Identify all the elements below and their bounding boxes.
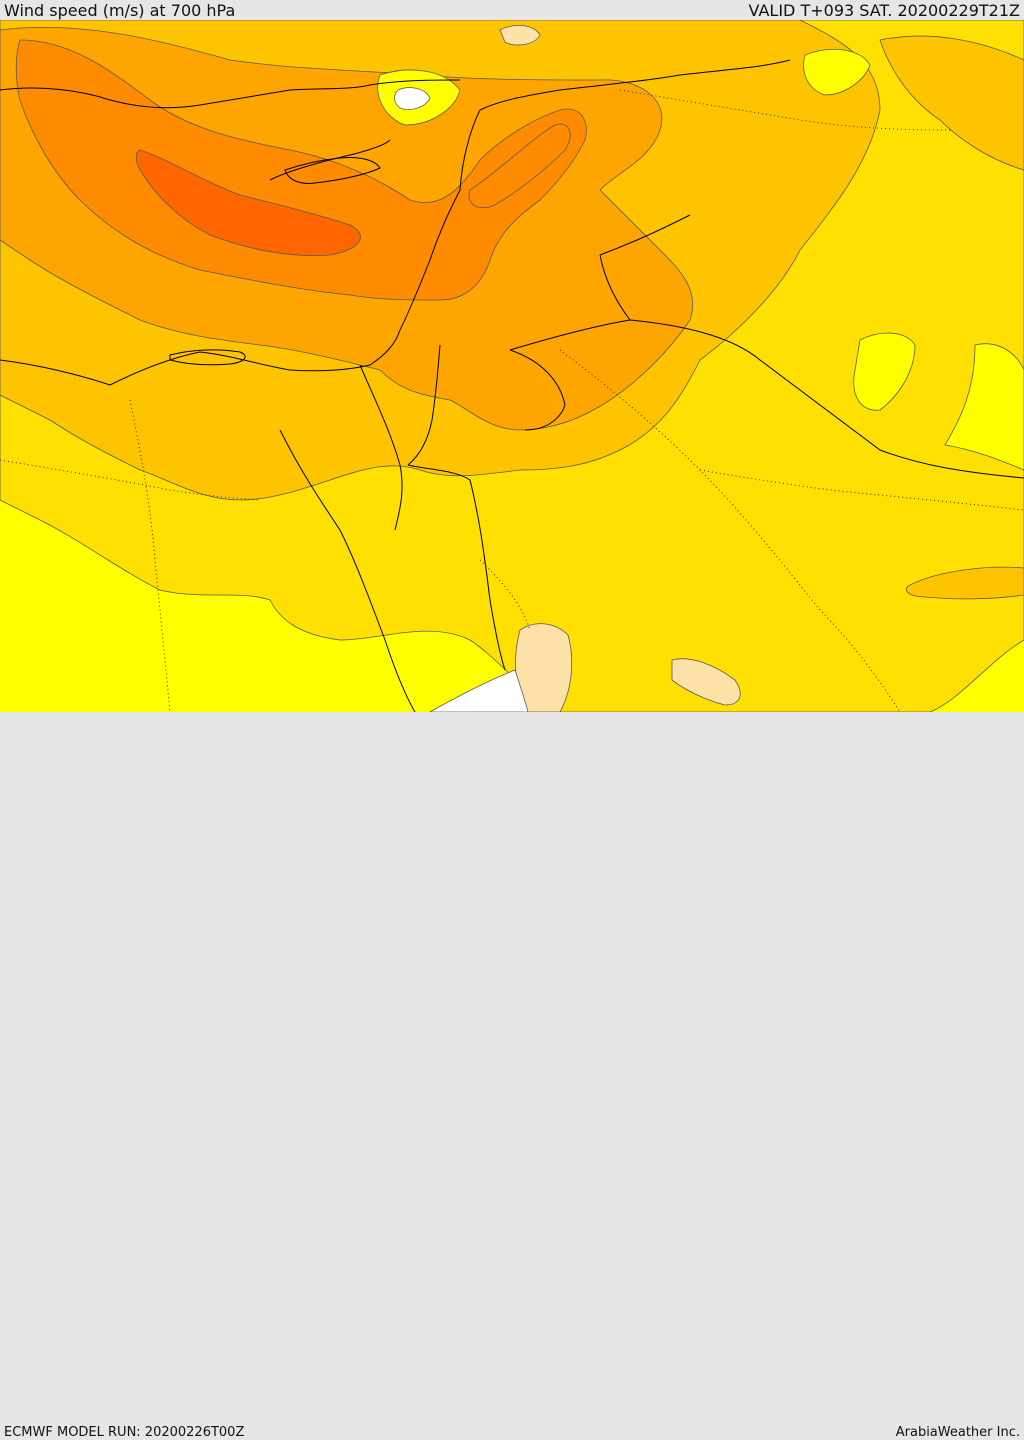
map-canvas <box>0 20 1024 712</box>
calm-area-caucasus <box>499 25 541 46</box>
yellow-pocket-east <box>853 332 916 411</box>
crete-island <box>169 349 246 366</box>
yellow-pocket-far-east <box>944 343 1024 471</box>
valid-time: VALID T+093 SAT. 20200229T21Z <box>748 1 1020 20</box>
dotted-borders <box>0 89 1024 712</box>
contour-band-orange-gold-east <box>879 35 1024 171</box>
contour-band-red-orange-streak <box>468 123 571 209</box>
yellow-pocket-north <box>803 48 871 96</box>
map-title: Wind speed (m/s) at 700 hPa <box>4 1 236 20</box>
credit: ArabiaWeather Inc. <box>895 1425 1020 1440</box>
coastlines <box>0 59 1024 712</box>
footer-bar: ECMWF MODEL RUN: 20200226T00Z ArabiaWeat… <box>0 712 1024 1440</box>
header-bar: Wind speed (m/s) at 700 hPa VALID T+093 … <box>0 0 1024 20</box>
contour-band-orange-se <box>905 566 1024 600</box>
calm-area-turkey <box>394 87 431 110</box>
contour-band-red-orange <box>135 149 361 257</box>
calm-area-white-south <box>429 669 529 712</box>
calm-area-arabia <box>671 658 741 706</box>
model-run: ECMWF MODEL RUN: 20200226T00Z <box>4 1425 245 1440</box>
cyprus-island <box>284 157 381 184</box>
wind-speed-map <box>0 20 1024 712</box>
contour-band-dark-orange <box>15 39 587 301</box>
